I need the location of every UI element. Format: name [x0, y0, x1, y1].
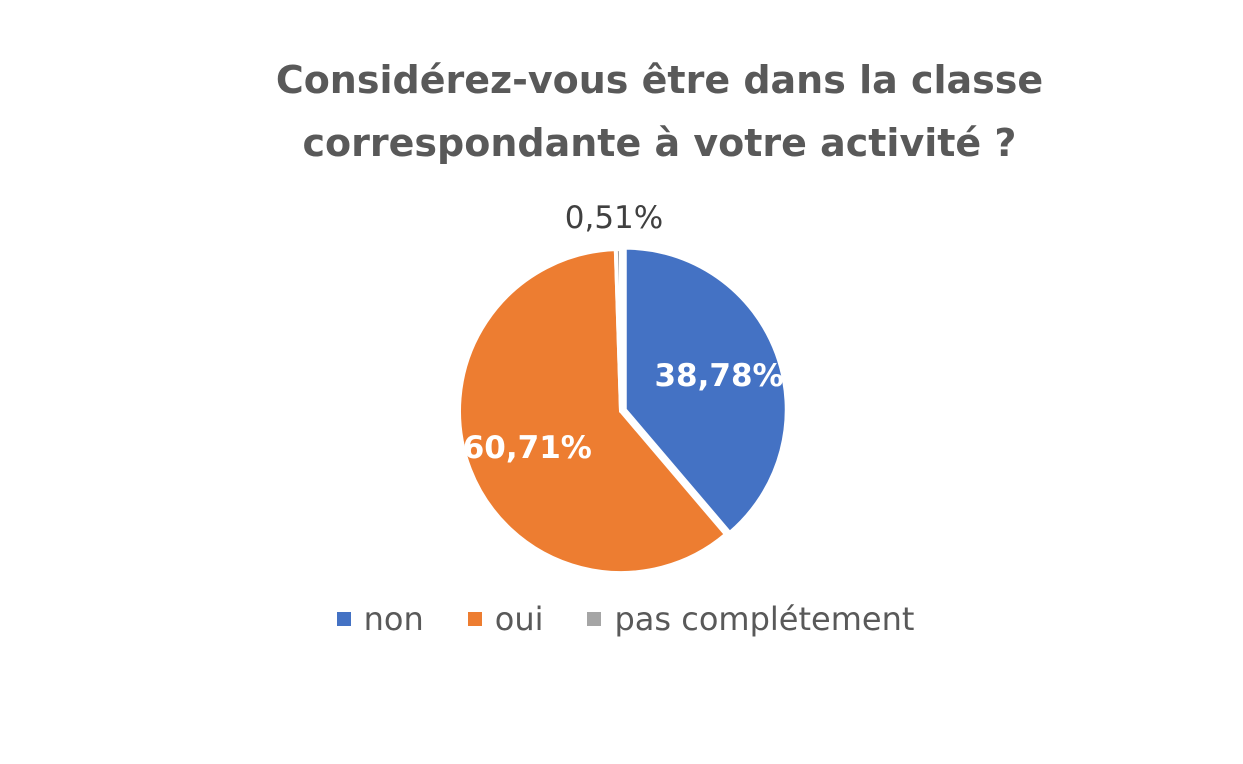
legend-label-oui: oui	[494, 600, 544, 638]
legend-swatch-pas-completement	[587, 612, 602, 626]
data-label-oui: 60,71%	[463, 430, 592, 466]
legend-swatch-non	[336, 612, 351, 626]
legend-item-non: non	[336, 596, 424, 642]
legend-swatch-oui	[467, 612, 482, 626]
chart-title-line-2: correspondante à votre activité ?	[302, 121, 1017, 165]
legend: non oui pas complétement	[0, 596, 1243, 642]
pie-slices	[457, 245, 789, 575]
pie-slice-oui	[457, 247, 728, 575]
data-label-non: 38,78%	[654, 358, 783, 394]
chart-title-line-1: Considérez-vous être dans la classe	[275, 58, 1044, 102]
data-label-pas-completement: 0,51%	[565, 200, 663, 236]
pie-data-labels: 38,78% 60,71% 0,51%	[463, 200, 784, 466]
legend-item-pas-completement: pas complétement	[587, 596, 914, 642]
pie-slice-non	[622, 245, 789, 536]
legend-label-pas-completement: pas complétement	[614, 600, 915, 638]
legend-item-oui: oui	[467, 596, 544, 642]
legend-label-non: non	[363, 600, 424, 638]
pie-slice-pas-completement	[613, 246, 623, 413]
